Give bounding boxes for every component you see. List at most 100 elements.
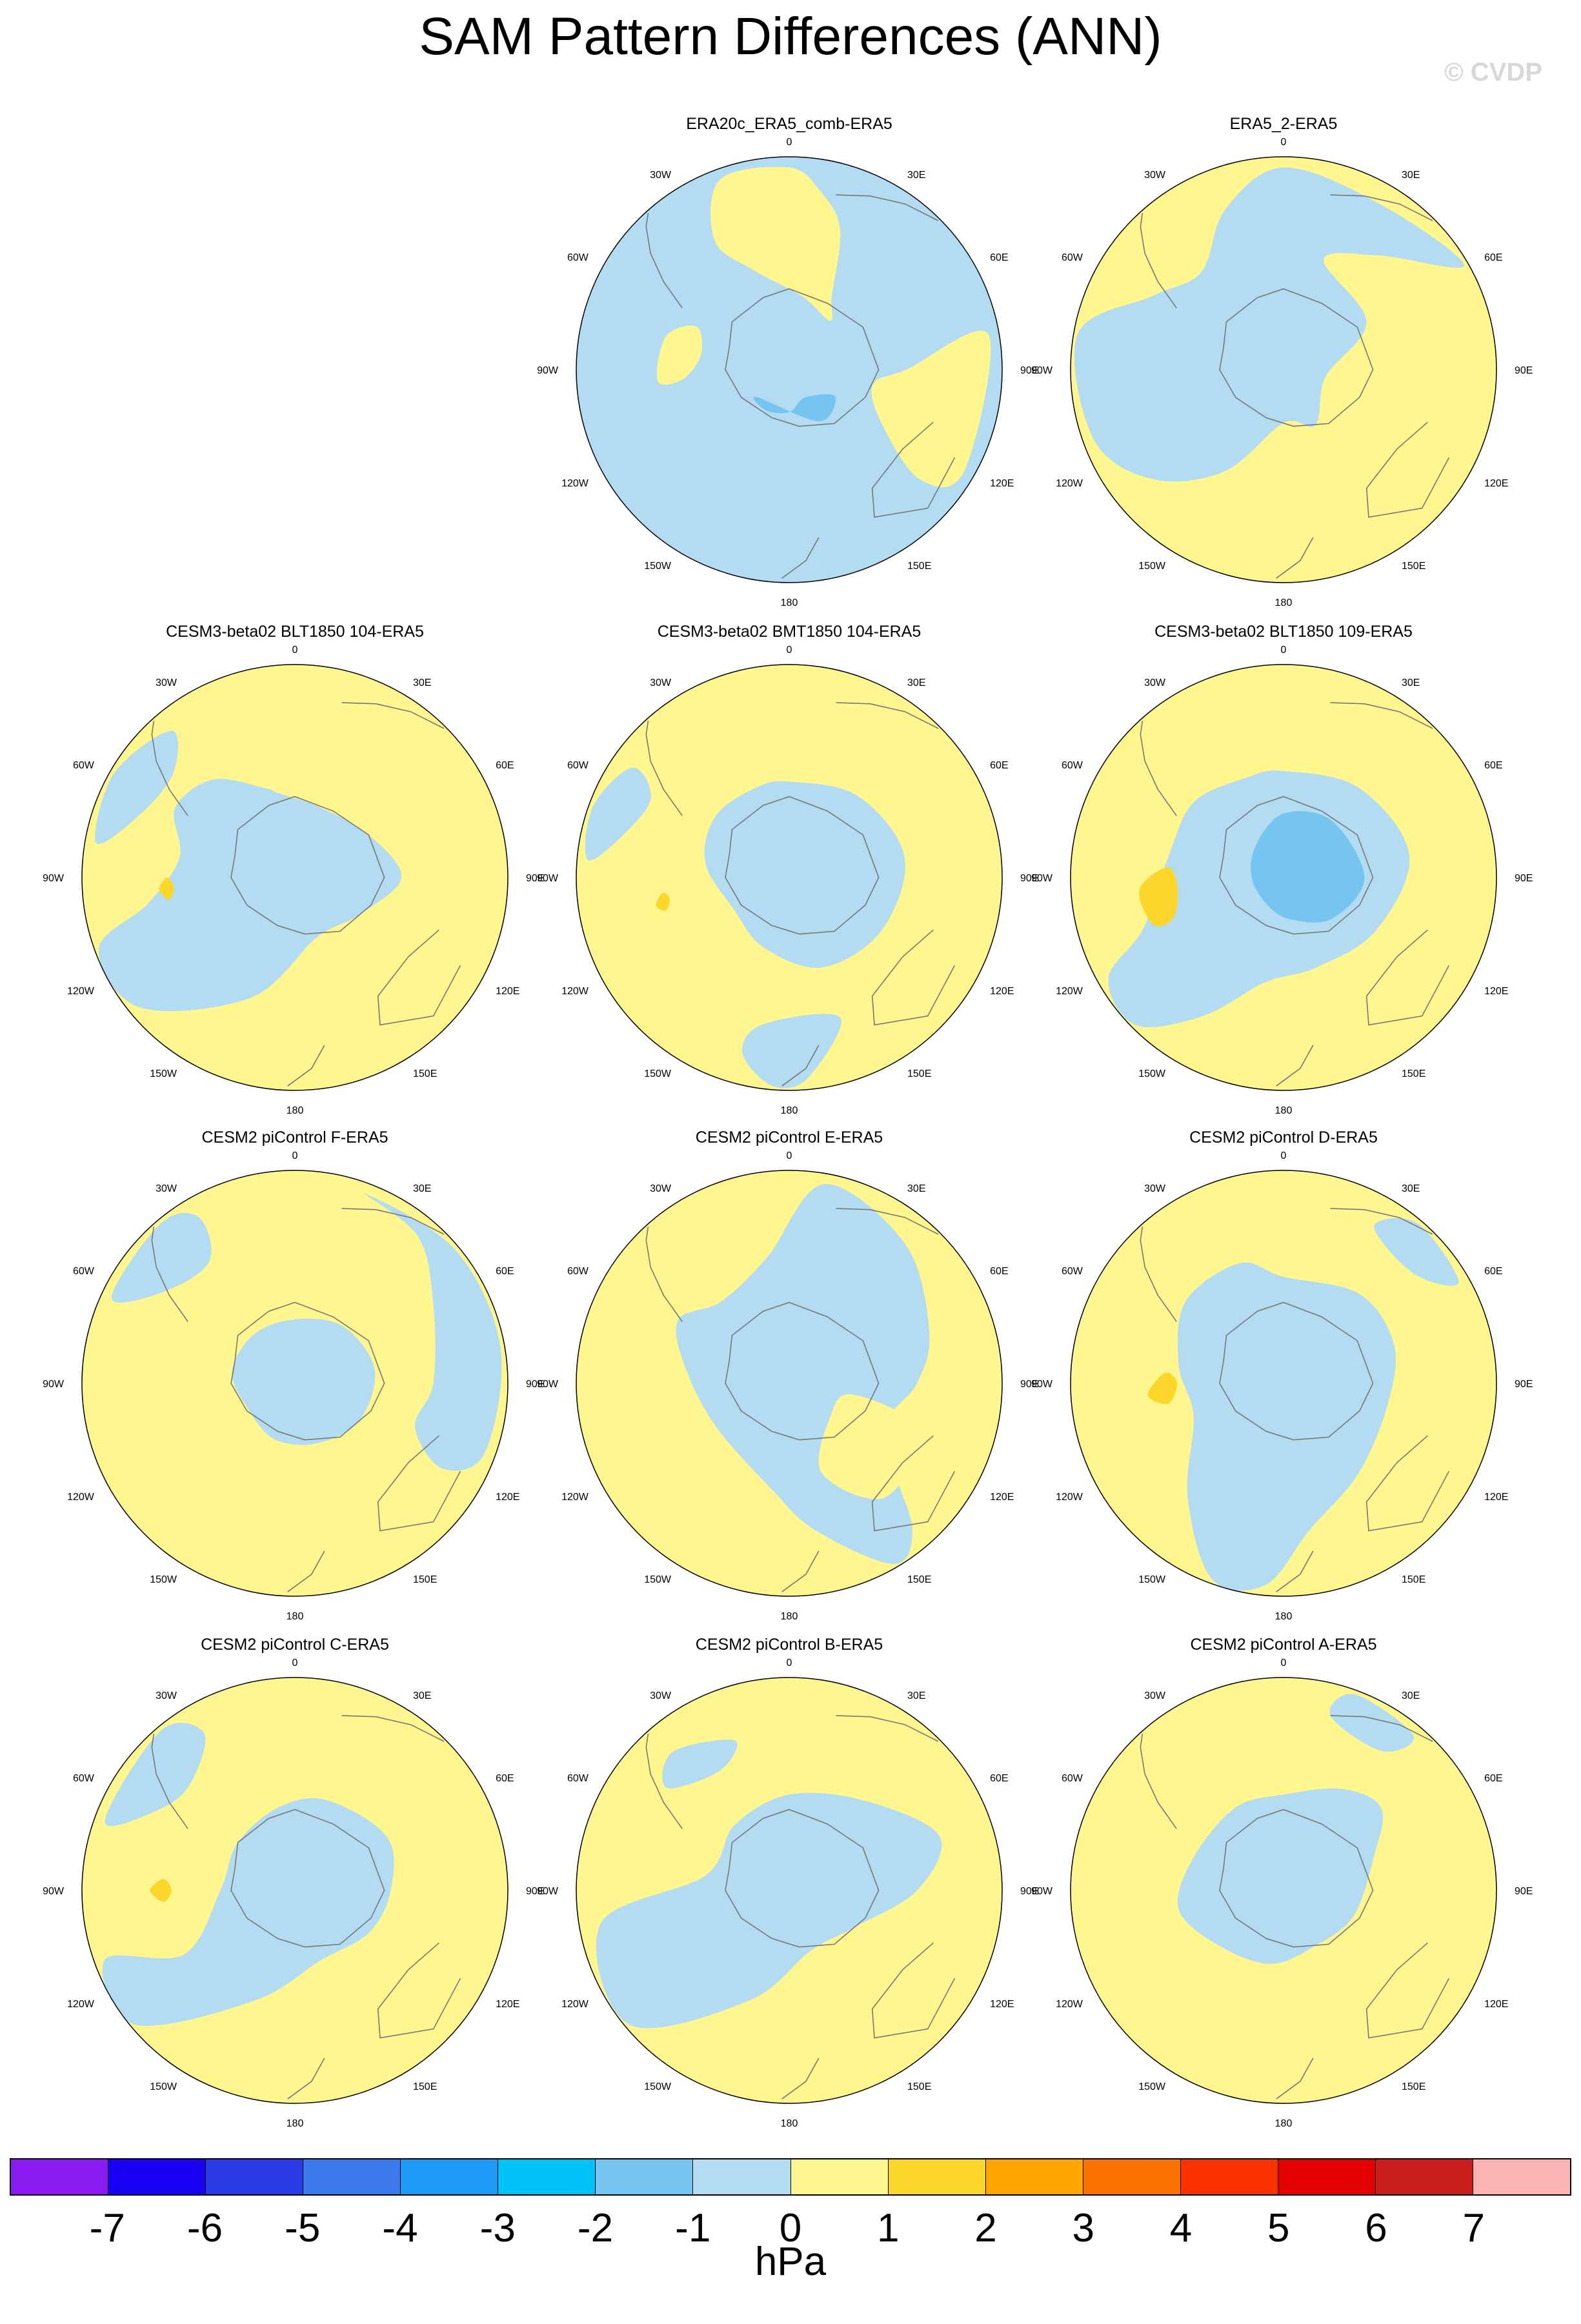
coastline (836, 194, 939, 221)
longitude-label: 0 (1281, 1658, 1287, 1668)
longitude-label: 30E (1402, 1183, 1420, 1194)
polar-map: 0 30E 60E 90E 120E 150E 180 150W 120W 90W 60W 30W (1031, 1658, 1533, 2129)
coastline (1140, 213, 1177, 308)
colorbar-swatch (985, 2159, 1083, 2194)
coastline (781, 1550, 820, 1592)
longitude-label: 180 (1275, 2118, 1293, 2129)
coastline (1365, 1942, 1450, 2039)
map-boundary (1070, 156, 1497, 583)
map-panel: ERA5_2-ERA5 0 30E 60E 90E 120E 150E 180 150W 120W… (1025, 115, 1542, 625)
coastline (725, 1808, 880, 1948)
longitude-label: 90E (1020, 873, 1038, 884)
panel-title: CESM2 piControl D-ERA5 (1189, 1128, 1378, 1147)
coastline (1140, 1734, 1177, 1829)
longitude-label: 60W (567, 1266, 589, 1277)
polar-map: 0 30E 60E 90E 120E 150E 180 150W 120W 90W 60W 30W (43, 645, 544, 1116)
colorbar-swatch (1473, 2159, 1570, 2194)
coastline (1219, 288, 1374, 427)
longitude-label: 0 (787, 645, 792, 656)
anomaly-contour (105, 1723, 206, 1827)
panel-title: CESM2 piControl F-ERA5 (201, 1128, 388, 1147)
coastline (836, 702, 939, 729)
longitude-label: 120E (496, 1999, 519, 2010)
longitude-label: 0 (292, 645, 298, 656)
longitude-label: 90W (537, 1886, 559, 1897)
colorbar-units: hPa (754, 2239, 827, 2284)
coastline (1219, 796, 1374, 935)
longitude-label: 90W (1031, 1886, 1053, 1897)
longitude-label: 120W (67, 986, 95, 997)
coastline (836, 1208, 939, 1235)
colorbar-tick-label: -1 (675, 2206, 711, 2250)
longitude-label: 150W (644, 561, 672, 572)
polar-map: 0 30E 60E 90E 120E 150E 180 150W 120W 90W 60W 30W (537, 645, 1038, 1116)
longitude-label: 150E (907, 1574, 931, 1585)
anomaly-contour (1074, 167, 1465, 482)
colorbar-tick-label: 2 (974, 2206, 997, 2250)
longitude-label: 150W (1138, 1068, 1166, 1079)
longitude-label: 180 (287, 2118, 304, 2129)
longitude-label: 60E (1484, 760, 1502, 771)
colorbar-container (10, 2158, 1571, 2196)
longitude-label: 120E (496, 986, 519, 997)
longitude-label: 60E (496, 1773, 514, 1784)
longitude-label: 180 (781, 597, 798, 608)
longitude-label: 30W (650, 1183, 672, 1194)
coastline (781, 2058, 820, 2099)
longitude-label: 90E (526, 873, 544, 884)
coastline (1219, 1808, 1374, 1948)
longitude-label: 120W (1056, 1999, 1083, 2010)
longitude-label: 30W (650, 1690, 672, 1701)
colorbar-swatch (108, 2159, 206, 2194)
panel-title: CESM3-beta02 BLT1850 109-ERA5 (1154, 623, 1413, 641)
map-boundary (576, 1170, 1003, 1597)
longitude-label: 60E (1484, 1773, 1502, 1784)
longitude-label: 120W (67, 1492, 95, 1503)
longitude-label: 150W (150, 1574, 177, 1585)
colorbar-tick-label: 7 (1462, 2206, 1485, 2250)
coastline (1140, 1227, 1177, 1322)
longitude-label: 90E (1020, 365, 1038, 376)
anomaly-contour (585, 767, 651, 861)
longitude-label: 90W (43, 1379, 65, 1390)
colorbar-tick-label: 5 (1267, 2206, 1290, 2250)
longitude-label: 60W (567, 1773, 589, 1784)
polar-map: 0 30E 60E 90E 120E 150E 180 150W 120W 90W 60W 30W (537, 1658, 1038, 2129)
longitude-label: 30E (907, 170, 925, 181)
coastline (1330, 702, 1433, 729)
longitude-label: 60E (990, 252, 1008, 263)
coastline (151, 1734, 188, 1829)
map-boundary (81, 1170, 509, 1597)
anomaly-contour (232, 1318, 376, 1445)
longitude-label: 30E (1402, 170, 1420, 181)
longitude-label: 120E (1484, 478, 1508, 489)
coastline (871, 929, 956, 1026)
map-boundary (1070, 1170, 1497, 1597)
longitude-label: 60E (1484, 252, 1502, 263)
map-panel: CESM3-beta02 BLT1850 104-ERA5 0 30E 60E 90E 1… (37, 623, 553, 1132)
panel-title: ERA5_2-ERA5 (1229, 115, 1338, 133)
coastline (1276, 2058, 1314, 2099)
map-panel: CESM2 piControl F-ERA5 0 30E 60E 90E 120E 150E… (37, 1128, 553, 1638)
panel-title: CESM2 piControl B-ERA5 (695, 1636, 883, 1654)
coastline (1330, 194, 1433, 221)
longitude-label: 150W (150, 2081, 177, 2092)
colorbar-swatch (1083, 2159, 1181, 2194)
anomaly-contour (871, 330, 991, 487)
longitude-label: 90W (43, 873, 65, 884)
longitude-label: 150E (907, 1068, 931, 1079)
longitude-label: 90W (1031, 365, 1053, 376)
longitude-label: 120W (1056, 478, 1083, 489)
coastline (377, 929, 461, 1026)
longitude-label: 150E (413, 1068, 437, 1079)
longitude-label: 30W (1144, 1690, 1166, 1701)
longitude-label: 150W (150, 1068, 177, 1079)
longitude-label: 60E (990, 760, 1008, 771)
coastline (287, 1045, 325, 1087)
coastline (1219, 1301, 1374, 1441)
longitude-label: 150E (1402, 1068, 1425, 1079)
longitude-label: 60E (1484, 1266, 1502, 1277)
longitude-label: 0 (292, 1658, 298, 1668)
colorbar-tick-label: 0 (779, 2206, 802, 2250)
colorbar-tick-label: 4 (1169, 2206, 1193, 2250)
